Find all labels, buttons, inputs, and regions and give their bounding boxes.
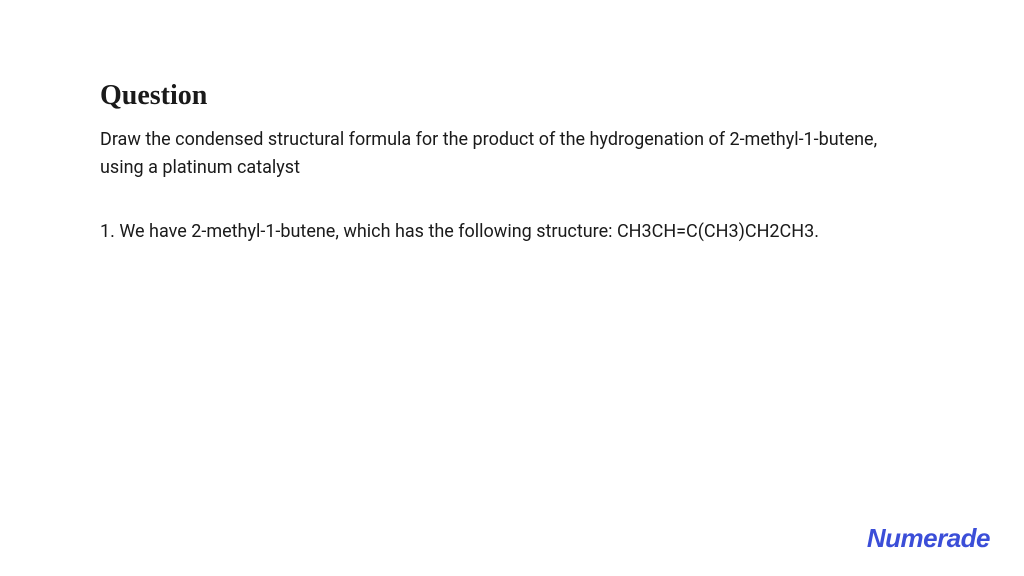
step-one: 1. We have 2-methyl-1-butene, which has … [100,218,924,246]
brand-logo: Numerade [867,523,990,554]
question-heading: Question [100,80,924,112]
question-body: Draw the condensed structural formula fo… [100,126,924,182]
